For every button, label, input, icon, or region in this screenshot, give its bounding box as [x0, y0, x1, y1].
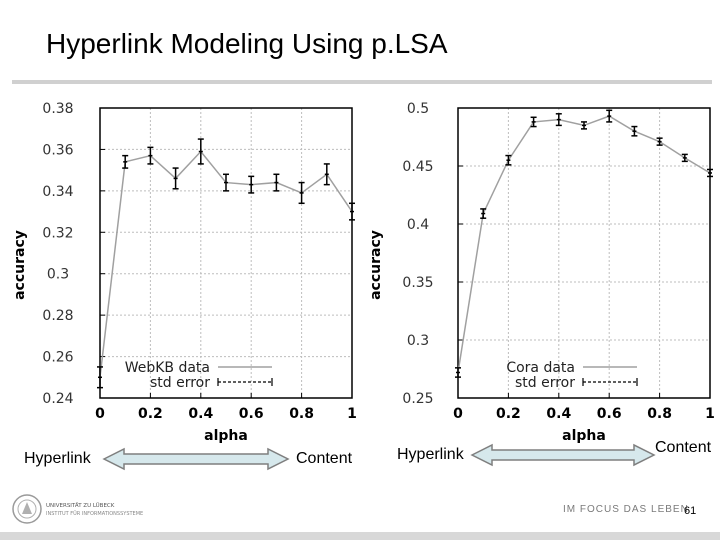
x-axis-label: alpha [204, 428, 248, 444]
x-tick-label: 0.2 [496, 406, 521, 422]
arrow-right-label-1: Content [296, 450, 353, 467]
y-tick-label: 0.26 [42, 350, 73, 366]
y-tick-label: 0.4 [407, 217, 429, 233]
x-tick-label: 0 [95, 406, 105, 422]
y-tick-label: 0.45 [402, 159, 433, 175]
y-axis-label: accuracy [368, 230, 384, 300]
footer-motto: IM FOCUS DAS LEBEN [563, 504, 689, 515]
double-arrow-icon [470, 443, 656, 467]
webkb-chart-svg: 0.24 0.26 0.28 0.3 0.32 0.34 0.36 0.38 0 0.2 0.4 0.… [12, 101, 357, 444]
legend-label: std error [515, 375, 575, 391]
logo-university-text: UNIVERSITÄT ZU LÜBECK [46, 502, 115, 509]
y-tick-label: 0.3 [407, 333, 429, 349]
arrow-right-label-2: Content [655, 439, 712, 456]
arrow-left-label-2: Hyperlink [397, 446, 464, 463]
x-tick-label: 0.2 [138, 406, 163, 422]
y-tick-label: 0.3 [47, 267, 69, 283]
cora-chart: 0.25 0.3 0.35 0.4 0.45 0.5 0 0.2 0.4 0.6 0.8 1 alpha… [365, 90, 720, 445]
x-tick-label: 1 [347, 406, 357, 422]
plot-frame [457, 107, 711, 399]
footer-bar [0, 532, 720, 540]
legend-label: WebKB data [125, 360, 210, 376]
x-tick-label: 1 [705, 406, 715, 422]
legend-label: Cora data [506, 360, 575, 376]
y-tick-label: 0.36 [42, 142, 73, 158]
double-arrow-icon [102, 447, 290, 471]
y-tick-label: 0.38 [42, 101, 73, 117]
y-axis-label: accuracy [12, 230, 28, 300]
page-number: 61 [684, 505, 697, 517]
y-tick-label: 0.35 [402, 275, 433, 291]
cora-chart-svg: 0.25 0.3 0.35 0.4 0.45 0.5 0 0.2 0.4 0.6 0.8 1 alpha… [368, 101, 715, 444]
y-tick-label: 0.32 [42, 225, 73, 241]
x-tick-label: 0.4 [546, 406, 571, 422]
webkb-chart: 0.24 0.26 0.28 0.3 0.32 0.34 0.36 0.38 0 0.2 0.4 0.… [0, 90, 365, 445]
y-tick-label: 0.5 [407, 101, 429, 117]
y-tick-label: 0.25 [402, 391, 433, 407]
plot-frame [99, 107, 353, 399]
legend-label: std error [150, 375, 210, 391]
x-tick-label: 0 [453, 406, 463, 422]
logo-institute-text: INSTITUT FÜR INFORMATIONSSYSTEME [46, 510, 143, 517]
x-tick-label: 0.8 [289, 406, 314, 422]
series-line [457, 115, 711, 373]
x-tick-label: 0.4 [188, 406, 213, 422]
y-tick-label: 0.28 [42, 308, 73, 324]
y-tick-label: 0.34 [42, 184, 73, 200]
x-tick-label: 0.8 [647, 406, 672, 422]
slide-title: Hyperlink Modeling Using p.LSA [46, 28, 448, 59]
university-logo: UNIVERSITÄT ZU LÜBECK INSTITUT FÜR INFOR… [12, 494, 143, 524]
arrow-left-label-1: Hyperlink [24, 450, 91, 467]
y-tick-label: 0.24 [42, 391, 73, 407]
x-tick-label: 0.6 [597, 406, 622, 422]
x-axis-label: alpha [562, 428, 606, 444]
title-divider [12, 80, 712, 84]
x-tick-label: 0.6 [239, 406, 264, 422]
